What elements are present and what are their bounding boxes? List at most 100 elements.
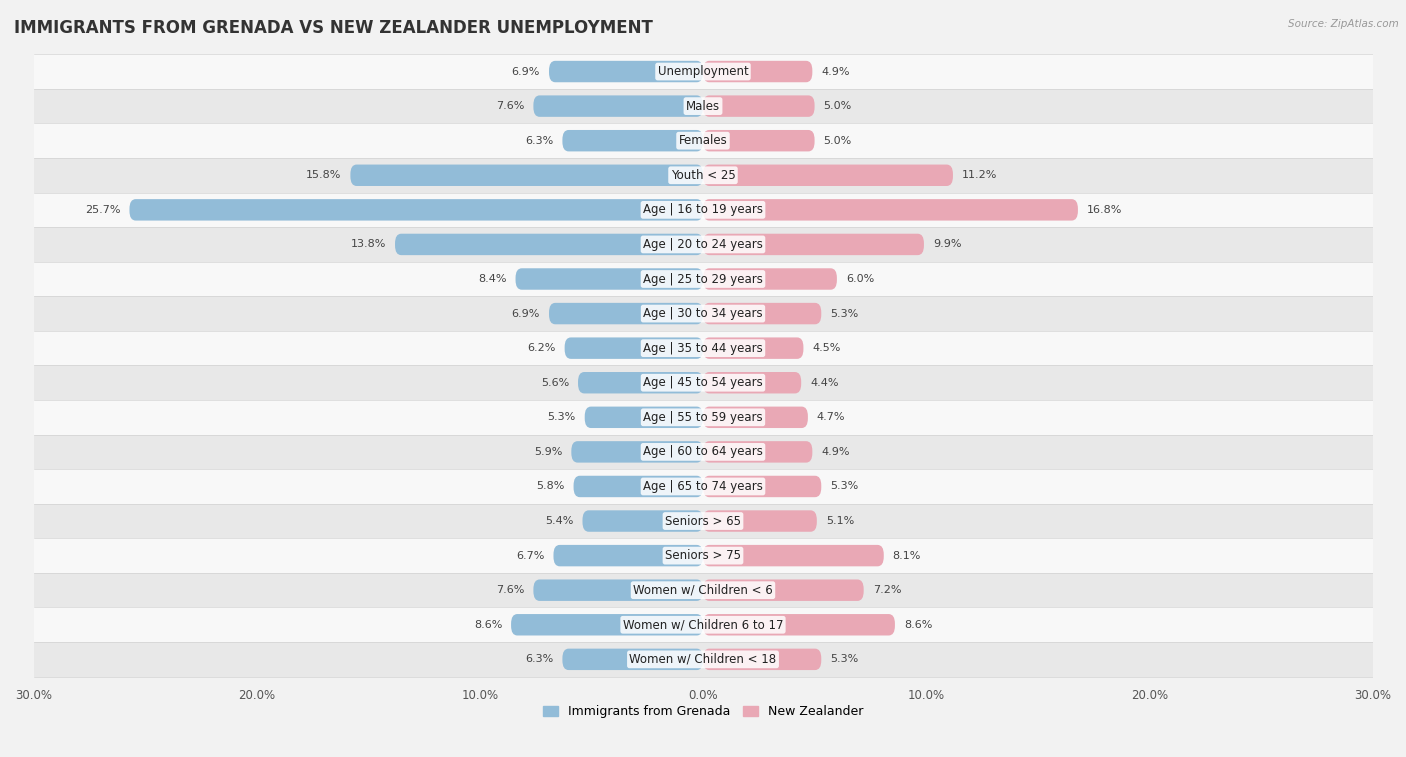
FancyBboxPatch shape <box>703 268 837 290</box>
Text: Unemployment: Unemployment <box>658 65 748 78</box>
FancyBboxPatch shape <box>703 199 1078 220</box>
FancyBboxPatch shape <box>562 649 703 670</box>
Text: 6.2%: 6.2% <box>527 343 555 354</box>
Bar <box>0 435 1406 469</box>
Bar <box>0 55 1406 89</box>
Text: Females: Females <box>679 134 727 147</box>
Text: 5.4%: 5.4% <box>546 516 574 526</box>
FancyBboxPatch shape <box>533 95 703 117</box>
FancyBboxPatch shape <box>516 268 703 290</box>
Text: 7.2%: 7.2% <box>873 585 901 595</box>
FancyBboxPatch shape <box>395 234 703 255</box>
Text: Age | 25 to 29 years: Age | 25 to 29 years <box>643 273 763 285</box>
FancyBboxPatch shape <box>565 338 703 359</box>
Bar <box>0 192 1406 227</box>
Bar <box>0 158 1406 192</box>
FancyBboxPatch shape <box>571 441 703 463</box>
Bar <box>0 573 1406 607</box>
Text: 25.7%: 25.7% <box>84 205 121 215</box>
Legend: Immigrants from Grenada, New Zealander: Immigrants from Grenada, New Zealander <box>538 700 868 723</box>
FancyBboxPatch shape <box>703 407 808 428</box>
Text: 5.0%: 5.0% <box>824 101 852 111</box>
Bar <box>0 227 1406 262</box>
Text: Source: ZipAtlas.com: Source: ZipAtlas.com <box>1288 19 1399 29</box>
Bar <box>0 262 1406 296</box>
Text: 5.3%: 5.3% <box>547 413 576 422</box>
Text: Age | 30 to 34 years: Age | 30 to 34 years <box>643 307 763 320</box>
FancyBboxPatch shape <box>578 372 703 394</box>
Text: IMMIGRANTS FROM GRENADA VS NEW ZEALANDER UNEMPLOYMENT: IMMIGRANTS FROM GRENADA VS NEW ZEALANDER… <box>14 19 652 37</box>
FancyBboxPatch shape <box>703 475 821 497</box>
Text: 11.2%: 11.2% <box>962 170 997 180</box>
Text: 8.6%: 8.6% <box>904 620 932 630</box>
FancyBboxPatch shape <box>703 61 813 83</box>
Text: Age | 45 to 54 years: Age | 45 to 54 years <box>643 376 763 389</box>
Text: 6.0%: 6.0% <box>846 274 875 284</box>
FancyBboxPatch shape <box>703 579 863 601</box>
Text: 7.6%: 7.6% <box>496 101 524 111</box>
Bar <box>0 331 1406 366</box>
FancyBboxPatch shape <box>574 475 703 497</box>
Text: Seniors > 75: Seniors > 75 <box>665 549 741 562</box>
Text: Age | 60 to 64 years: Age | 60 to 64 years <box>643 445 763 459</box>
Text: 9.9%: 9.9% <box>932 239 962 249</box>
Text: 6.7%: 6.7% <box>516 550 544 561</box>
FancyBboxPatch shape <box>129 199 703 220</box>
FancyBboxPatch shape <box>703 303 821 324</box>
Bar <box>0 366 1406 400</box>
Bar <box>0 296 1406 331</box>
Text: 8.6%: 8.6% <box>474 620 502 630</box>
FancyBboxPatch shape <box>703 545 884 566</box>
FancyBboxPatch shape <box>703 649 821 670</box>
Text: 13.8%: 13.8% <box>350 239 387 249</box>
FancyBboxPatch shape <box>554 545 703 566</box>
Text: 5.8%: 5.8% <box>536 481 565 491</box>
Text: Age | 16 to 19 years: Age | 16 to 19 years <box>643 204 763 217</box>
Bar <box>0 469 1406 503</box>
Text: 5.3%: 5.3% <box>830 481 859 491</box>
FancyBboxPatch shape <box>562 130 703 151</box>
Text: Women w/ Children < 6: Women w/ Children < 6 <box>633 584 773 597</box>
FancyBboxPatch shape <box>582 510 703 531</box>
Text: Age | 65 to 74 years: Age | 65 to 74 years <box>643 480 763 493</box>
FancyBboxPatch shape <box>533 579 703 601</box>
Text: 8.1%: 8.1% <box>893 550 921 561</box>
Bar <box>0 642 1406 677</box>
Text: 4.9%: 4.9% <box>821 447 849 457</box>
Text: 5.6%: 5.6% <box>541 378 569 388</box>
Text: 4.5%: 4.5% <box>813 343 841 354</box>
Bar <box>0 607 1406 642</box>
Text: Seniors > 65: Seniors > 65 <box>665 515 741 528</box>
FancyBboxPatch shape <box>703 234 924 255</box>
FancyBboxPatch shape <box>510 614 703 635</box>
Bar <box>0 538 1406 573</box>
Text: 5.9%: 5.9% <box>534 447 562 457</box>
FancyBboxPatch shape <box>703 441 813 463</box>
Text: 8.4%: 8.4% <box>478 274 506 284</box>
Bar <box>0 89 1406 123</box>
FancyBboxPatch shape <box>703 614 896 635</box>
Text: Women w/ Children < 18: Women w/ Children < 18 <box>630 653 776 666</box>
Bar <box>0 123 1406 158</box>
Text: Youth < 25: Youth < 25 <box>671 169 735 182</box>
Text: 6.9%: 6.9% <box>512 67 540 76</box>
FancyBboxPatch shape <box>350 164 703 186</box>
Text: 7.6%: 7.6% <box>496 585 524 595</box>
Text: Women w/ Children 6 to 17: Women w/ Children 6 to 17 <box>623 618 783 631</box>
Text: Age | 20 to 24 years: Age | 20 to 24 years <box>643 238 763 251</box>
Text: 6.3%: 6.3% <box>526 654 554 665</box>
Text: 5.3%: 5.3% <box>830 654 859 665</box>
Text: 4.7%: 4.7% <box>817 413 845 422</box>
FancyBboxPatch shape <box>585 407 703 428</box>
Text: 6.9%: 6.9% <box>512 309 540 319</box>
FancyBboxPatch shape <box>703 338 803 359</box>
FancyBboxPatch shape <box>703 130 814 151</box>
Text: 5.0%: 5.0% <box>824 136 852 145</box>
Text: Males: Males <box>686 100 720 113</box>
Text: 5.1%: 5.1% <box>825 516 853 526</box>
Text: 15.8%: 15.8% <box>307 170 342 180</box>
Text: Age | 35 to 44 years: Age | 35 to 44 years <box>643 341 763 355</box>
Bar <box>0 503 1406 538</box>
Bar <box>0 400 1406 435</box>
Text: 4.9%: 4.9% <box>821 67 849 76</box>
